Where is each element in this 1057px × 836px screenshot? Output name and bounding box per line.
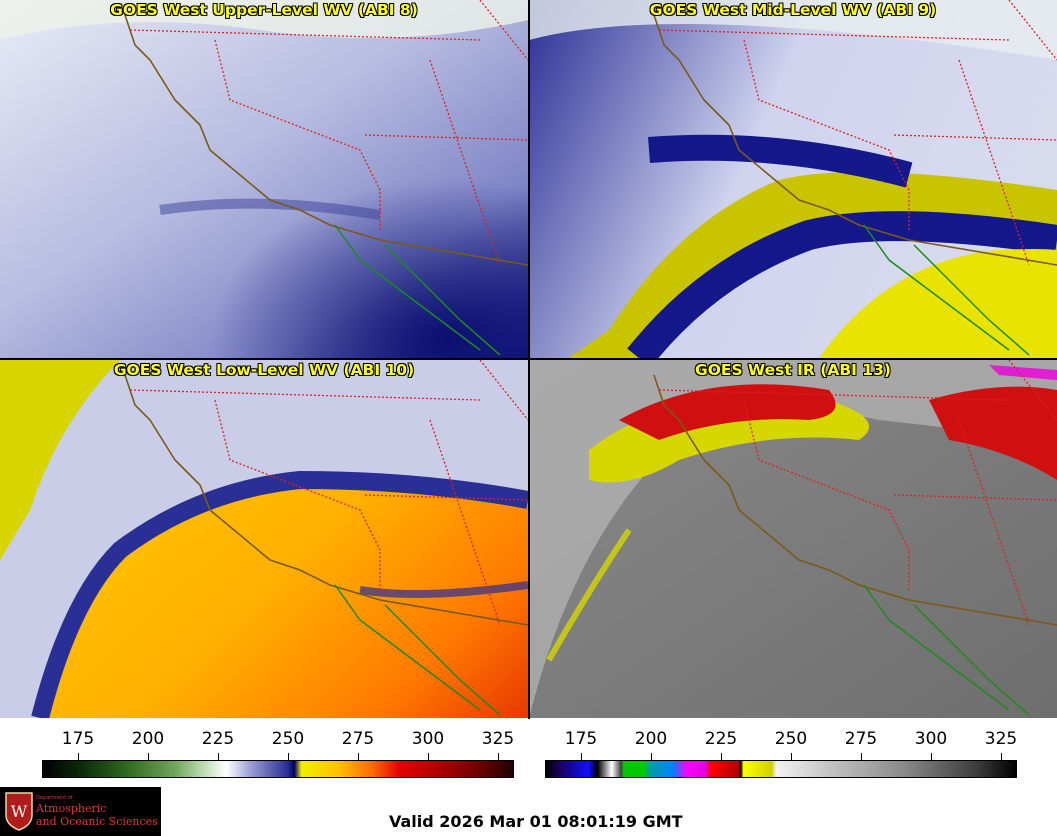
panel-title-ir: GOES West IR (ABI 13) [695, 361, 891, 379]
ir-tick-label: 225 [704, 729, 738, 749]
wv-tick-mark [148, 753, 149, 760]
wv-tick-label: 300 [411, 729, 445, 749]
panel-mid-level-wv: GOES West Mid-Level WV (ABI 9) [529, 0, 1057, 358]
wv-tick-mark [428, 753, 429, 760]
ir-tick-label: 175 [564, 729, 598, 749]
panel-title-upper-level-wv: GOES West Upper-Level WV (ABI 8) [110, 1, 418, 19]
wv-tick-mark [288, 753, 289, 760]
wv-tick-label: 325 [481, 729, 515, 749]
ir-tick-mark [931, 753, 932, 760]
ir-tick-label: 200 [634, 729, 668, 749]
wv-tick-label: 250 [271, 729, 305, 749]
ir-tick-label: 250 [774, 729, 808, 749]
wv-tick-mark [498, 753, 499, 760]
logo-department-label: Department of [36, 795, 73, 801]
aos-logo: W Department of Atmospheric and Oceanic … [0, 787, 161, 836]
low-level-wv-image [0, 360, 528, 718]
wv-tick-mark [78, 753, 79, 760]
ir-colorbar [545, 760, 1017, 778]
wv-colorbar-ticks: 175 200 225 250 275 300 325 [0, 729, 528, 753]
ir-tick-mark [581, 753, 582, 760]
ir-tick-mark [791, 753, 792, 760]
wv-tick-mark [358, 753, 359, 760]
ir-tick-mark [1001, 753, 1002, 760]
wv-tick-label: 200 [131, 729, 165, 749]
wv-tick-mark [218, 753, 219, 760]
panel-divider-horizontal [0, 358, 1057, 360]
ir-tick-mark [861, 753, 862, 760]
mid-level-wv-image [529, 0, 1057, 358]
ir-tick-label: 325 [984, 729, 1018, 749]
ir-tick-mark [721, 753, 722, 760]
wv-colorbar [42, 760, 514, 778]
logo-line-1: Atmospheric [36, 802, 107, 815]
university-seal-icon: W [5, 792, 33, 831]
ir-tick-label: 300 [914, 729, 948, 749]
panel-low-level-wv: GOES West Low-Level WV (ABI 10) [0, 360, 528, 718]
ir-tick-label: 275 [844, 729, 878, 749]
valid-time: Valid 2026 Mar 01 08:01:19 GMT [389, 812, 683, 831]
ir-colorbar-ticks: 175 200 225 250 275 300 325 [529, 729, 1057, 753]
wv-tick-label: 175 [61, 729, 95, 749]
panel-ir: GOES West IR (ABI 13) [529, 360, 1057, 718]
panel-upper-level-wv: GOES West Upper-Level WV (ABI 8) [0, 0, 528, 358]
wv-tick-label: 225 [201, 729, 235, 749]
ir-tick-mark [651, 753, 652, 760]
upper-level-wv-image [0, 0, 528, 358]
panel-title-mid-level-wv: GOES West Mid-Level WV (ABI 9) [649, 1, 937, 19]
panel-title-low-level-wv: GOES West Low-Level WV (ABI 10) [113, 361, 415, 379]
wv-tick-label: 275 [341, 729, 375, 749]
logo-line-2: and Oceanic Sciences [36, 815, 158, 828]
svg-text:W: W [11, 802, 28, 821]
ir-image [529, 360, 1057, 718]
